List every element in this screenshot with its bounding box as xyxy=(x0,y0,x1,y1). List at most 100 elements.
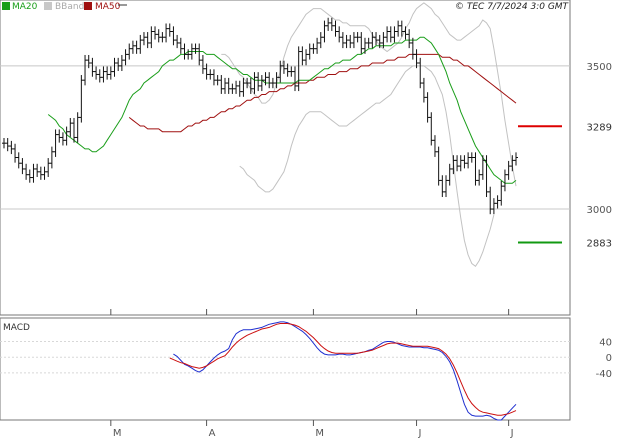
x-tick-label-1: A xyxy=(209,428,216,439)
ma50-line xyxy=(128,53,517,133)
price-bar-25 xyxy=(94,66,99,80)
price-bar-123 xyxy=(455,155,460,172)
macd-tick-label-1: 0 xyxy=(606,353,612,364)
price-bar-4 xyxy=(16,152,21,169)
price-bar-43 xyxy=(160,32,165,43)
price-bar-44 xyxy=(164,23,169,43)
price-bar-75 xyxy=(278,60,283,83)
price-bar-87 xyxy=(322,20,327,43)
x-tick-label-3: J xyxy=(418,428,422,439)
price-bar-90 xyxy=(333,20,338,37)
price-bar-52 xyxy=(193,43,198,54)
price-bar-9 xyxy=(35,163,40,177)
price-tick-label-0: 3500 xyxy=(587,62,612,73)
price-bar-65 xyxy=(241,77,246,97)
price-bar-37 xyxy=(138,34,143,54)
macd-lines xyxy=(169,321,517,421)
price-bar-47 xyxy=(175,34,180,49)
price-bar-116 xyxy=(429,112,434,146)
price-bar-45 xyxy=(167,23,172,37)
price-bar-96 xyxy=(355,32,360,43)
price-bar-40 xyxy=(149,26,154,49)
price-bar-69 xyxy=(256,72,261,92)
price-bar-113 xyxy=(418,57,423,89)
price-bar-85 xyxy=(315,37,320,54)
price-bar-118 xyxy=(436,146,441,186)
price-bar-53 xyxy=(197,43,202,66)
gridlines xyxy=(0,65,570,374)
price-bar-99 xyxy=(366,37,371,49)
price-bar-126 xyxy=(466,152,471,169)
price-bar-61 xyxy=(226,77,231,94)
price-bar-108 xyxy=(399,20,404,37)
macd-tick-label-2: -40 xyxy=(596,369,612,380)
price-bar-27 xyxy=(101,66,106,83)
price-bar-54 xyxy=(200,54,205,74)
price-bar-102 xyxy=(377,34,382,49)
price-bar-68 xyxy=(252,72,257,94)
price-bar-7 xyxy=(27,169,32,183)
price-bar-0 xyxy=(2,138,6,149)
price-bar-67 xyxy=(248,77,253,94)
price-bar-23 xyxy=(86,54,91,69)
price-bar-84 xyxy=(311,43,316,54)
price-bar-100 xyxy=(370,32,375,49)
price-bar-131 xyxy=(484,155,489,198)
price-bar-117 xyxy=(432,135,437,157)
price-bar-49 xyxy=(182,43,187,60)
price-bar-38 xyxy=(141,32,146,46)
price-bar-92 xyxy=(340,32,345,49)
price-bar-12 xyxy=(46,158,51,177)
price-bar-17 xyxy=(64,126,69,146)
price-bar-80 xyxy=(296,46,301,92)
legend-swatch-ma20 xyxy=(2,2,10,10)
price-bar-74 xyxy=(274,72,279,89)
price-bar-98 xyxy=(362,37,367,54)
price-bar-59 xyxy=(219,75,224,94)
price-bar-110 xyxy=(407,29,412,49)
price-bar-28 xyxy=(105,66,110,80)
price-bar-94 xyxy=(348,34,353,49)
target-label-resistance: 3289 xyxy=(587,122,612,133)
price-bars xyxy=(2,17,518,215)
legend: MA20 BBands MA50 xyxy=(2,2,127,12)
price-bar-36 xyxy=(134,40,139,54)
price-bar-133 xyxy=(491,198,496,215)
price-bar-33 xyxy=(123,49,128,66)
credit-text: © TEC 7/7/2024 3:0 GMT xyxy=(455,2,570,12)
price-bar-51 xyxy=(189,43,194,60)
price-bar-137 xyxy=(506,160,511,180)
price-bar-29 xyxy=(108,66,113,80)
price-bar-89 xyxy=(329,17,334,31)
price-bar-83 xyxy=(307,43,312,60)
price-bar-13 xyxy=(49,146,54,169)
price-bar-120 xyxy=(444,175,449,198)
price-bar-22 xyxy=(83,54,88,86)
price-bar-18 xyxy=(68,117,73,137)
price-bar-109 xyxy=(403,26,408,40)
price-bar-11 xyxy=(42,166,47,180)
price-bar-130 xyxy=(480,155,485,180)
price-bar-21 xyxy=(79,75,84,123)
price-bar-32 xyxy=(119,54,124,72)
bband-upper xyxy=(221,2,517,187)
price-bar-60 xyxy=(223,77,228,94)
legend-swatch-bbands xyxy=(44,2,52,10)
macd-title: MACD xyxy=(3,323,30,333)
price-bar-77 xyxy=(285,63,290,77)
legend-ma50: MA50 xyxy=(95,2,121,12)
price-bar-107 xyxy=(396,20,401,37)
price-bar-95 xyxy=(351,32,356,49)
price-bar-5 xyxy=(20,158,25,175)
price-bar-104 xyxy=(385,26,390,43)
price-bar-93 xyxy=(344,34,349,49)
price-bar-112 xyxy=(414,49,419,69)
price-bar-79 xyxy=(292,66,297,92)
price-bar-19 xyxy=(71,117,76,143)
price-bar-71 xyxy=(263,72,268,86)
x-tick-label-2: M xyxy=(315,428,324,439)
legend-bbands: BBands xyxy=(55,2,89,12)
macd-tick-label-0: 40 xyxy=(599,338,612,349)
price-bar-46 xyxy=(171,26,176,46)
price-bar-76 xyxy=(281,60,286,74)
